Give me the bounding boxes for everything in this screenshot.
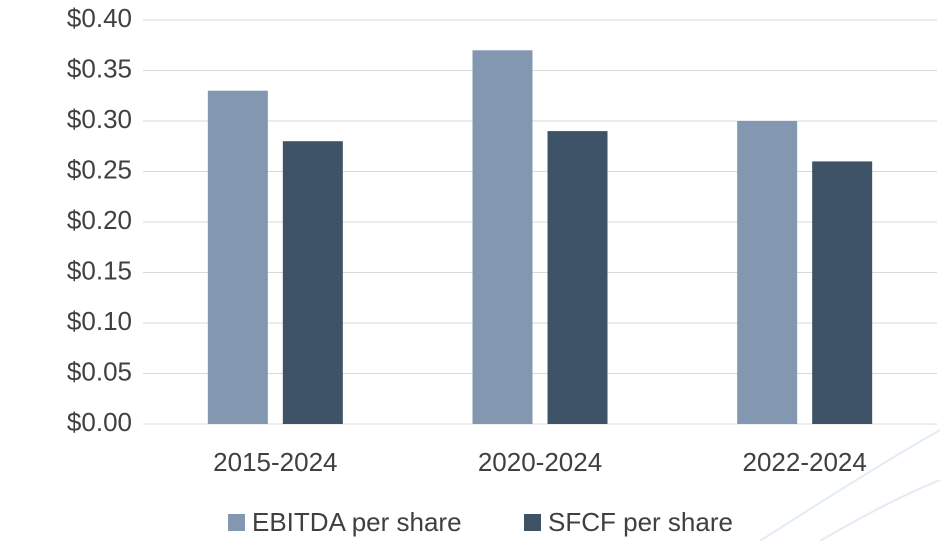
bar xyxy=(472,50,533,425)
legend-swatch xyxy=(228,514,245,531)
legend-swatch xyxy=(524,514,541,531)
y-tick-label: $0.05 xyxy=(67,356,132,386)
decoration xyxy=(759,429,940,541)
y-tick-label: $0.10 xyxy=(67,306,132,336)
y-tick-label: $0.15 xyxy=(67,255,132,285)
y-tick-label: $0.20 xyxy=(67,205,132,235)
bar xyxy=(737,121,798,424)
y-tick-label: $0.30 xyxy=(67,104,132,134)
x-tick-label: 2022-2024 xyxy=(742,447,866,477)
x-tick-label: 2015-2024 xyxy=(213,447,337,477)
legend-label: EBITDA per share xyxy=(252,507,462,537)
bar xyxy=(547,131,608,424)
decoration xyxy=(819,479,940,541)
bar xyxy=(812,161,873,424)
legend-label: SFCF per share xyxy=(548,507,733,537)
y-tick-label: $0.40 xyxy=(67,3,132,33)
y-tick-label: $0.25 xyxy=(67,154,132,184)
bar xyxy=(282,141,343,424)
bar xyxy=(207,90,268,424)
x-tick-label: 2020-2024 xyxy=(478,447,602,477)
y-tick-label: $0.00 xyxy=(67,407,132,437)
y-tick-label: $0.35 xyxy=(67,53,132,83)
